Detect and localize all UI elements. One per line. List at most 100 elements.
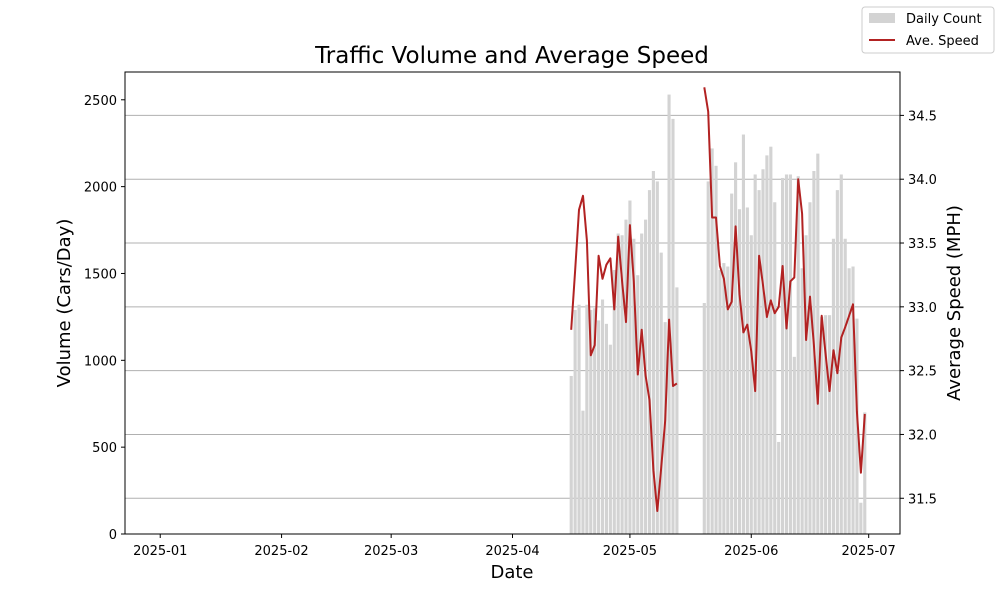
bar xyxy=(777,441,781,534)
y-left-tick-label: 1000 xyxy=(84,354,117,369)
legend-bar-swatch xyxy=(869,13,895,23)
y-axis-left: 0 500 1000 1500 2000 2500 xyxy=(84,94,125,543)
bar xyxy=(788,174,792,534)
bar xyxy=(741,134,745,535)
bar xyxy=(612,270,616,534)
bar xyxy=(714,165,718,534)
bar xyxy=(667,94,671,534)
bar xyxy=(831,238,836,534)
x-tick-label: 2025-02 xyxy=(254,544,308,559)
legend-line-label: Ave. Speed xyxy=(906,34,979,49)
bar xyxy=(765,155,769,535)
bar xyxy=(808,202,812,534)
y-right-tick-label: 31.5 xyxy=(908,492,937,507)
bar xyxy=(792,356,796,534)
bar xyxy=(757,190,761,534)
bar xyxy=(851,266,855,534)
bar xyxy=(835,190,839,534)
bar xyxy=(718,270,722,534)
bar xyxy=(734,162,738,534)
bar xyxy=(604,323,609,534)
y-right-tick-label: 34.5 xyxy=(908,109,937,124)
bar xyxy=(659,252,663,534)
gridlines xyxy=(125,114,900,499)
bar xyxy=(824,315,828,534)
y-axis-right-label: Average Speed (MPH) xyxy=(944,205,965,401)
bar xyxy=(651,171,655,534)
x-tick-label: 2025-05 xyxy=(603,544,657,559)
y-right-tick-label: 32.5 xyxy=(908,365,937,380)
y-left-tick-label: 1500 xyxy=(84,267,117,282)
legend-bar-label: Daily Count xyxy=(906,12,982,27)
bar xyxy=(820,316,824,534)
bar xyxy=(800,268,804,534)
y-right-tick-label: 32.0 xyxy=(908,428,937,443)
bar xyxy=(745,207,749,534)
legend: Daily Count Ave. Speed xyxy=(861,6,995,54)
bar xyxy=(632,238,636,534)
bar xyxy=(616,233,620,535)
y-right-tick-label: 33.5 xyxy=(908,237,937,252)
bar xyxy=(847,268,851,534)
bar xyxy=(784,174,789,534)
bars-layer xyxy=(569,94,867,535)
bar xyxy=(655,181,659,534)
bar xyxy=(620,235,624,534)
bar xyxy=(710,148,714,534)
bar xyxy=(804,235,808,534)
chart-title: Traffic Volume and Average Speed xyxy=(314,43,709,69)
y-axis-right: 31.5 32.0 32.5 33.0 33.5 34.0 34.5 xyxy=(900,109,937,507)
bar xyxy=(597,320,601,534)
y-left-tick-label: 2000 xyxy=(84,181,117,196)
x-tick-label: 2025-04 xyxy=(485,544,539,559)
x-tick-label: 2025-06 xyxy=(724,544,778,559)
x-axis-label: Date xyxy=(490,562,533,583)
bar xyxy=(702,303,706,534)
x-tick-label: 2025-01 xyxy=(133,544,187,559)
bar xyxy=(769,146,773,534)
bar xyxy=(706,181,710,534)
y-left-tick-label: 0 xyxy=(109,528,117,543)
bar xyxy=(773,202,777,534)
bar xyxy=(589,309,593,534)
bar xyxy=(859,502,863,534)
bar xyxy=(816,153,820,534)
bar xyxy=(577,304,581,534)
bar xyxy=(608,344,612,534)
bar xyxy=(753,174,757,534)
bar xyxy=(761,169,765,534)
speed-line xyxy=(570,194,678,512)
bar xyxy=(593,308,597,534)
bar xyxy=(600,299,605,534)
bar xyxy=(636,275,640,534)
x-tick-label: 2025-03 xyxy=(364,544,418,559)
bar xyxy=(585,304,589,534)
x-tick-label: 2025-07 xyxy=(842,544,896,559)
speed-line-layer xyxy=(570,87,866,512)
bar xyxy=(581,410,585,534)
bar xyxy=(647,190,652,534)
bar xyxy=(730,193,734,534)
y-left-tick-label: 500 xyxy=(92,441,117,456)
bar xyxy=(839,174,843,534)
bar xyxy=(827,315,832,534)
bar xyxy=(624,219,628,534)
bar xyxy=(843,238,847,534)
bar xyxy=(726,266,730,534)
bar xyxy=(628,200,632,535)
bar xyxy=(749,235,753,534)
bar xyxy=(640,233,644,535)
bar xyxy=(722,263,726,534)
speed-line xyxy=(703,87,866,474)
bar xyxy=(863,412,867,534)
bar xyxy=(675,287,679,534)
y-axis-left-label: Volume (Cars/Day) xyxy=(54,219,75,388)
bar xyxy=(671,118,675,534)
bar xyxy=(796,176,800,535)
bar xyxy=(781,177,785,534)
y-right-tick-label: 34.0 xyxy=(908,173,937,188)
y-right-tick-label: 33.0 xyxy=(908,301,937,316)
bar xyxy=(569,375,573,534)
bar xyxy=(573,309,577,534)
